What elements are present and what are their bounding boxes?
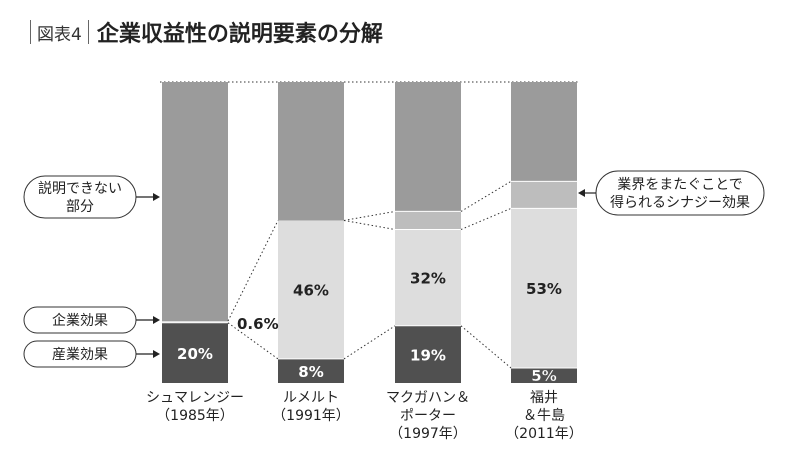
- callout-synergy-label: 得られるシナジー効果: [610, 194, 750, 211]
- category-label: シュマレンジー: [146, 390, 244, 406]
- bar-segment: [395, 325, 461, 383]
- bar-segment: [162, 82, 228, 321]
- category-label: マクガハン＆: [386, 390, 470, 406]
- callout-synergy-arrow-head: [578, 189, 585, 197]
- category-label: （1985年）: [156, 408, 234, 424]
- bar-segment: [395, 82, 461, 212]
- callout-unexplained-arrow-head: [153, 193, 160, 201]
- bar-segment: [278, 358, 344, 383]
- callout-industry-label: 産業効果: [52, 347, 108, 363]
- callout-unexplained-label: 説明できない: [38, 181, 122, 197]
- callout-unexplained-label: 部分: [66, 199, 94, 215]
- category-label: 福井: [530, 390, 558, 406]
- callout-synergy-label: 業界をまたぐことで: [617, 177, 743, 193]
- firm-value-label: 0.6%: [237, 315, 279, 333]
- bar-segment: [278, 220, 344, 359]
- bar-segment: [162, 320, 228, 323]
- industry-value-label: 20%: [177, 345, 213, 363]
- bar-segment: [395, 211, 461, 230]
- dotted-connector: [460, 180, 512, 212]
- title-divider-right: [87, 20, 89, 44]
- industry-value-label: 8%: [298, 363, 323, 381]
- callout-industry-arrow-head: [153, 350, 160, 358]
- category-label: （1997年）: [389, 426, 467, 442]
- bar-segment: [511, 82, 577, 182]
- dotted-connector: [460, 207, 512, 230]
- bar-segment: [278, 82, 344, 221]
- category-label: （1991年）: [272, 408, 350, 424]
- dotted-connector: [343, 210, 396, 221]
- bar-segment: [162, 322, 228, 383]
- industry-value-label: 5%: [531, 367, 556, 385]
- category-label: ＆牛島: [523, 408, 565, 424]
- bar-segment: [511, 367, 577, 383]
- category-label: ルメルト: [283, 390, 339, 406]
- firm-value-label: 46%: [293, 282, 329, 300]
- dotted-connector: [227, 220, 279, 322]
- bar-segment: [395, 229, 461, 326]
- figure-label: 図表4: [37, 24, 82, 45]
- dotted-connector: [343, 325, 396, 360]
- title-divider-left: [30, 20, 31, 44]
- industry-value-label: 19%: [410, 346, 446, 364]
- page-title: 企業収益性の説明要素の分解: [96, 22, 383, 47]
- dotted-connector: [343, 219, 396, 230]
- dotted-connector: [460, 325, 512, 369]
- callout-firm-label: 企業効果: [52, 312, 108, 329]
- bar-segment: [511, 208, 577, 368]
- bar-segment: [511, 181, 577, 209]
- firm-value-label: 32%: [410, 270, 446, 288]
- category-label: ポーター: [400, 408, 456, 424]
- category-label: （2011年）: [505, 426, 583, 442]
- chart-title: 図表4 企業収益性の説明要素の分解: [24, 14, 383, 50]
- firm-value-label: 53%: [526, 280, 562, 298]
- callout-firm-arrow-head: [153, 316, 160, 324]
